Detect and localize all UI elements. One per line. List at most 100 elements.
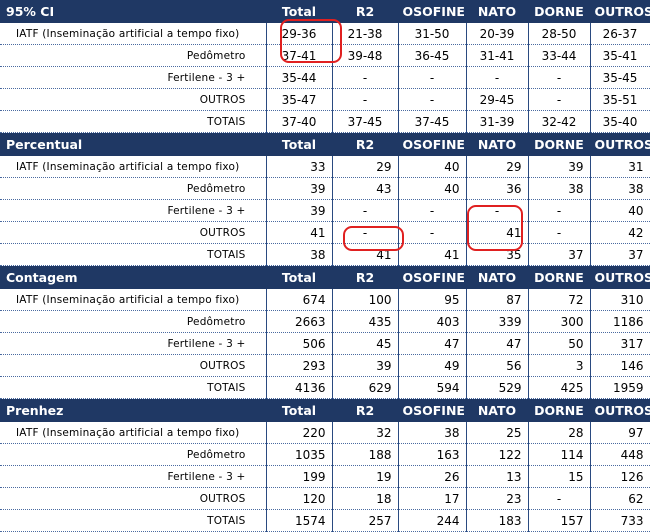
table-cell: 35-45	[590, 66, 650, 89]
table-cell: 1574	[266, 509, 333, 532]
table-row: Pedômetro 39 43 40 36 38 38	[0, 177, 650, 200]
table-cell: 47	[398, 332, 467, 355]
table-cell: 37-40	[266, 110, 333, 133]
table-row: OUTROS 41- -41-42	[0, 221, 650, 244]
table-cell: 29	[466, 156, 529, 178]
row-label: Fertilene - 3 +	[0, 465, 267, 488]
table-cell: -	[398, 66, 467, 89]
table-cell: 32-42	[528, 110, 591, 133]
table-cell: 29	[332, 156, 399, 178]
table-cell: 40	[590, 199, 650, 222]
row-label: Fertilene - 3 +	[0, 332, 267, 355]
column-header: OUTROS	[590, 398, 650, 422]
table-cell: 21-38	[332, 23, 399, 45]
table-cell: -	[528, 221, 591, 244]
table-cell: 506	[266, 332, 333, 355]
table-cell: 35-51	[590, 88, 650, 111]
table-cell: 126	[590, 465, 650, 488]
table-cell: 38	[590, 177, 650, 200]
table-cell: 72	[528, 289, 591, 311]
highlight-ring-percentual-nato-outros-totais	[467, 205, 523, 251]
row-label: Fertilene - 3 +	[0, 66, 267, 89]
row-label: Pedômetro	[0, 44, 267, 67]
table-row: IATF (Inseminação artificial a tempo fix…	[0, 23, 650, 45]
table-cell: -	[332, 66, 399, 89]
table-cell: 31-39	[466, 110, 529, 133]
table-cell: 1186	[590, 310, 650, 333]
table-cell: 244	[398, 509, 467, 532]
table-cell: 310	[590, 289, 650, 311]
table-cell: 2663	[266, 310, 333, 333]
column-header: OSOFINE	[398, 132, 467, 156]
table-cell: 114	[528, 443, 591, 466]
table-cell: -	[528, 487, 591, 510]
table-cell: -	[398, 221, 467, 244]
table-cell: 39	[266, 199, 333, 222]
table-cell: 29-45	[466, 88, 529, 111]
table-cell: -	[466, 66, 529, 89]
section-header: Contagem Total R2 OSOFINE NATO DORNE OUTROS	[0, 265, 650, 289]
table-cell: 47	[466, 332, 529, 355]
table-cell: 1959	[590, 376, 650, 399]
table-row: Pedômetro 2663 435 403 339 300 1186	[0, 310, 650, 333]
table-cell: 257	[332, 509, 399, 532]
column-header: NATO	[466, 0, 529, 23]
section-title: Contagem	[0, 265, 267, 289]
table-cell: 31	[590, 156, 650, 178]
table-row: Pedômetro 1035 188 163 122 114 448	[0, 443, 650, 466]
table-row: Fertilene - 3 +39- - - -40	[0, 199, 650, 222]
table-cell: 18	[332, 487, 399, 510]
table-cell: 26-37	[590, 23, 650, 45]
table-cell: 37-45	[332, 110, 399, 133]
column-header: OSOFINE	[398, 398, 467, 422]
table-cell: 733	[590, 509, 650, 532]
table-row: IATF (Inseminação artificial a tempo fix…	[0, 156, 650, 178]
table-cell: 33-44	[528, 44, 591, 67]
row-label: Pedômetro	[0, 443, 267, 466]
table-cell: 122	[466, 443, 529, 466]
column-header: OSOFINE	[398, 0, 467, 23]
table-cell: 629	[332, 376, 399, 399]
column-header: OSOFINE	[398, 265, 467, 289]
column-header: NATO	[466, 398, 529, 422]
table-cell: 35-44	[266, 66, 333, 89]
table-cell: 40	[398, 156, 467, 178]
table-row: IATF (Inseminação artificial a tempo fix…	[0, 422, 650, 444]
table-cell: 41	[398, 243, 467, 266]
table-cell: 339	[466, 310, 529, 333]
table-row: IATF (Inseminação artificial a tempo fix…	[0, 289, 650, 311]
row-label: Fertilene - 3 +	[0, 199, 267, 222]
table-cell: 36	[466, 177, 529, 200]
table-cell: 120	[266, 487, 333, 510]
column-header: R2	[332, 0, 399, 23]
table-cell: 23	[466, 487, 529, 510]
section-header: Prenhez Total R2 OSOFINE NATO DORNE OUTROS	[0, 398, 650, 422]
row-label: TOTAIS	[0, 243, 267, 266]
table-cell: -	[332, 199, 399, 222]
table-cell: 157	[528, 509, 591, 532]
table-cell: 35-47	[266, 88, 333, 111]
table-cell: 28	[528, 422, 591, 444]
column-header: DORNE	[528, 132, 591, 156]
table-row: TOTAIS 1574 257 244 183 157 733	[0, 509, 650, 532]
table-cell: 20-39	[466, 23, 529, 45]
table-cell: 56	[466, 354, 529, 377]
table-cell: 97	[590, 422, 650, 444]
table-cell: 26	[398, 465, 467, 488]
table-cell: 199	[266, 465, 333, 488]
table-cell: 293	[266, 354, 333, 377]
table-cell: -	[398, 88, 467, 111]
column-header: R2	[332, 132, 399, 156]
table-cell: -	[398, 199, 467, 222]
table-cell: 43	[332, 177, 399, 200]
column-header: OUTROS	[590, 265, 650, 289]
column-header: OUTROS	[590, 0, 650, 23]
section-header: Percentual Total R2 OSOFINE NATO DORNE OUTROS	[0, 132, 650, 156]
table-cell: 425	[528, 376, 591, 399]
table-cell: -	[528, 88, 591, 111]
table-cell: -	[528, 199, 591, 222]
table-cell: 529	[466, 376, 529, 399]
table-cell: 33	[266, 156, 333, 178]
table-row: Fertilene - 3 +506 45 47 47 50 317	[0, 332, 650, 355]
